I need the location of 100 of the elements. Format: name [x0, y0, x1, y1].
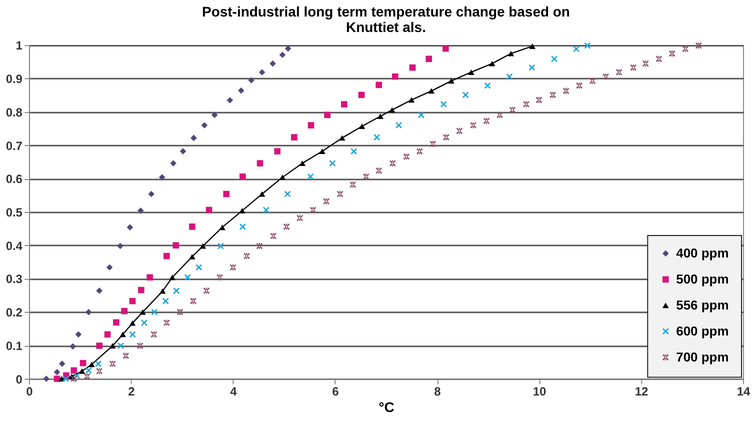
point [529, 43, 536, 49]
point [239, 208, 246, 214]
point [96, 288, 103, 294]
point [523, 101, 530, 108]
point [428, 88, 435, 94]
point [319, 148, 326, 154]
point [173, 288, 180, 294]
point [329, 160, 336, 166]
point [129, 320, 136, 326]
point [374, 134, 380, 140]
point [584, 42, 591, 49]
x-tick-label: 14 [736, 384, 751, 398]
point [62, 376, 69, 382]
x-tick-label: 2 [128, 384, 136, 398]
x-tick-label: 4 [230, 384, 238, 398]
y-tick-label: 0.4 [6, 238, 23, 253]
point [184, 274, 191, 281]
point [656, 56, 662, 62]
point [190, 134, 197, 142]
point [377, 114, 384, 119]
point [70, 343, 76, 350]
point [310, 206, 316, 214]
point [104, 331, 111, 338]
point [350, 148, 358, 154]
point [283, 224, 290, 230]
point [240, 224, 246, 230]
point [158, 174, 166, 180]
point [551, 56, 558, 62]
point [206, 206, 212, 214]
point [442, 45, 449, 52]
x-tick-label: 8 [434, 384, 442, 398]
point [426, 56, 432, 62]
point [376, 167, 382, 174]
point [226, 97, 234, 104]
point [122, 352, 130, 359]
point [668, 50, 676, 57]
point [54, 376, 60, 382]
point [462, 92, 469, 98]
point [509, 106, 516, 114]
point [223, 190, 230, 198]
point [180, 148, 186, 154]
point [468, 70, 474, 75]
point [258, 191, 266, 197]
point [256, 242, 263, 250]
point [244, 252, 250, 260]
legend-label: 556 ppm [676, 297, 729, 312]
chart-title: Post-industrial long term temperature change based on Knuttiet als. [202, 3, 570, 36]
point [308, 122, 314, 128]
point [483, 118, 490, 124]
y-tick-label: 0.7 [6, 138, 23, 153]
x-tick-label: 10 [532, 384, 546, 398]
x-tick-label: 12 [634, 384, 648, 398]
point [106, 264, 113, 271]
point [642, 60, 649, 67]
point [448, 78, 454, 84]
point [109, 360, 116, 367]
point [403, 153, 410, 160]
point [159, 288, 166, 294]
point [211, 112, 218, 118]
point [238, 87, 244, 94]
point [189, 254, 196, 260]
point [96, 368, 103, 374]
point [616, 69, 622, 76]
point [470, 122, 476, 128]
point [576, 82, 582, 89]
point [630, 64, 637, 71]
point [190, 298, 196, 304]
point [126, 224, 134, 230]
point [488, 60, 496, 66]
point [129, 298, 136, 304]
point [602, 73, 609, 80]
point [109, 343, 116, 348]
point [189, 224, 196, 230]
point [113, 319, 120, 326]
point [536, 96, 542, 104]
y-tick-label: 0.9 [6, 72, 23, 86]
point [323, 198, 330, 204]
point [58, 376, 65, 382]
legend-label: 500 ppm [676, 271, 729, 286]
y-tick-label: 0.1 [6, 338, 23, 353]
point [117, 242, 124, 250]
point [75, 331, 82, 338]
point [496, 112, 503, 118]
point [240, 173, 246, 180]
point [443, 134, 450, 140]
point [96, 342, 103, 349]
point [172, 242, 180, 249]
point [164, 320, 170, 326]
point [506, 73, 513, 80]
point [336, 190, 344, 198]
point [43, 376, 50, 382]
point [695, 42, 702, 49]
x-axis-title: °C [378, 399, 394, 416]
point [418, 112, 424, 118]
point [484, 82, 491, 89]
point [408, 97, 415, 103]
y-tick-label: 0.5 [6, 205, 23, 220]
point [456, 128, 463, 134]
point [409, 64, 416, 71]
point [138, 286, 144, 294]
